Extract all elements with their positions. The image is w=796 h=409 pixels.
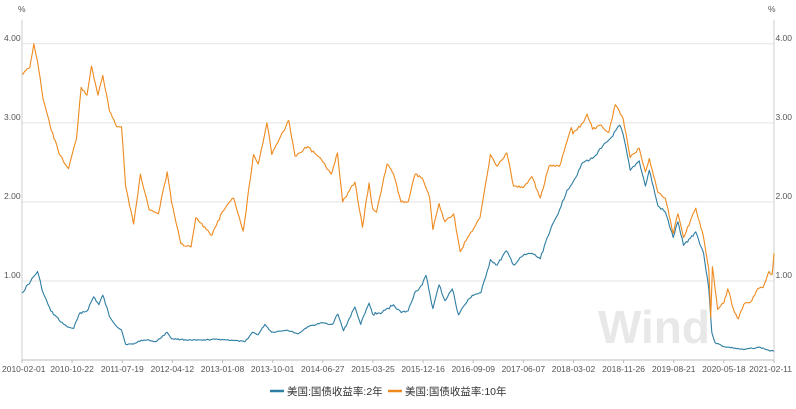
legend[interactable]: 美国:国债收益率:2年 美国:国债收益率:10年	[270, 385, 507, 398]
x-tick-4: 2013-01-08	[201, 364, 245, 374]
y-unit-right: %	[768, 4, 776, 14]
x-tick-11: 2018-03-02	[552, 364, 596, 374]
x-tick-14: 2020-05-18	[702, 364, 746, 374]
series-line-0	[21, 124, 775, 352]
x-tick-labels: 2010-02-01 2010-10-22 2011-07-19 2012-04-12…	[2, 364, 792, 374]
legend-label-1: 美国:国债收益率:10年	[405, 385, 507, 398]
x-tick-0: 2010-02-01	[2, 364, 46, 374]
x-tick-10: 2017-06-07	[502, 364, 546, 374]
x-tick-12: 2018-11-26	[602, 364, 645, 374]
x-tick-8: 2015-12-16	[401, 364, 445, 374]
y-tick-right-0: 1.00	[775, 270, 792, 280]
y-tick-left-2: 3.00	[4, 112, 21, 122]
x-tick-9: 2016-09-09	[451, 364, 495, 374]
series-lines	[21, 43, 775, 352]
y-tick-left-1: 2.00	[4, 191, 21, 201]
x-tick-13: 2019-08-21	[652, 364, 696, 374]
x-tick-6: 2014-06-27	[301, 364, 345, 374]
axes	[21, 20, 775, 363]
x-tick-15: 2021-02-11	[749, 364, 792, 374]
watermark: Wind	[598, 301, 710, 353]
x-tick-7: 2015-03-25	[351, 364, 395, 374]
y-unit-left: %	[18, 4, 26, 14]
series-line-1	[21, 43, 775, 320]
x-tick-1: 2010-10-22	[50, 364, 94, 374]
y-tick-right-3: 4.00	[775, 33, 792, 43]
y-tick-right-2: 3.00	[775, 112, 792, 122]
x-tick-3: 2012-04-12	[151, 364, 195, 374]
legend-label-0: 美国:国债收益率:2年	[287, 385, 383, 398]
legend-item-1[interactable]: 美国:国债收益率:10年	[388, 385, 507, 398]
x-tick-5: 2013-10-01	[251, 364, 295, 374]
y-tick-right-1: 2.00	[775, 191, 792, 201]
y-tick-labels: 1.00 1.00 2.00 2.00 3.00 3.00 4.00 4.00	[4, 33, 792, 280]
y-tick-left-3: 4.00	[4, 33, 21, 43]
x-tick-2: 2011-07-19	[101, 364, 144, 374]
legend-item-0[interactable]: 美国:国债收益率:2年	[270, 385, 383, 398]
y-tick-left-0: 1.00	[4, 270, 21, 280]
grid-lines	[22, 43, 774, 282]
